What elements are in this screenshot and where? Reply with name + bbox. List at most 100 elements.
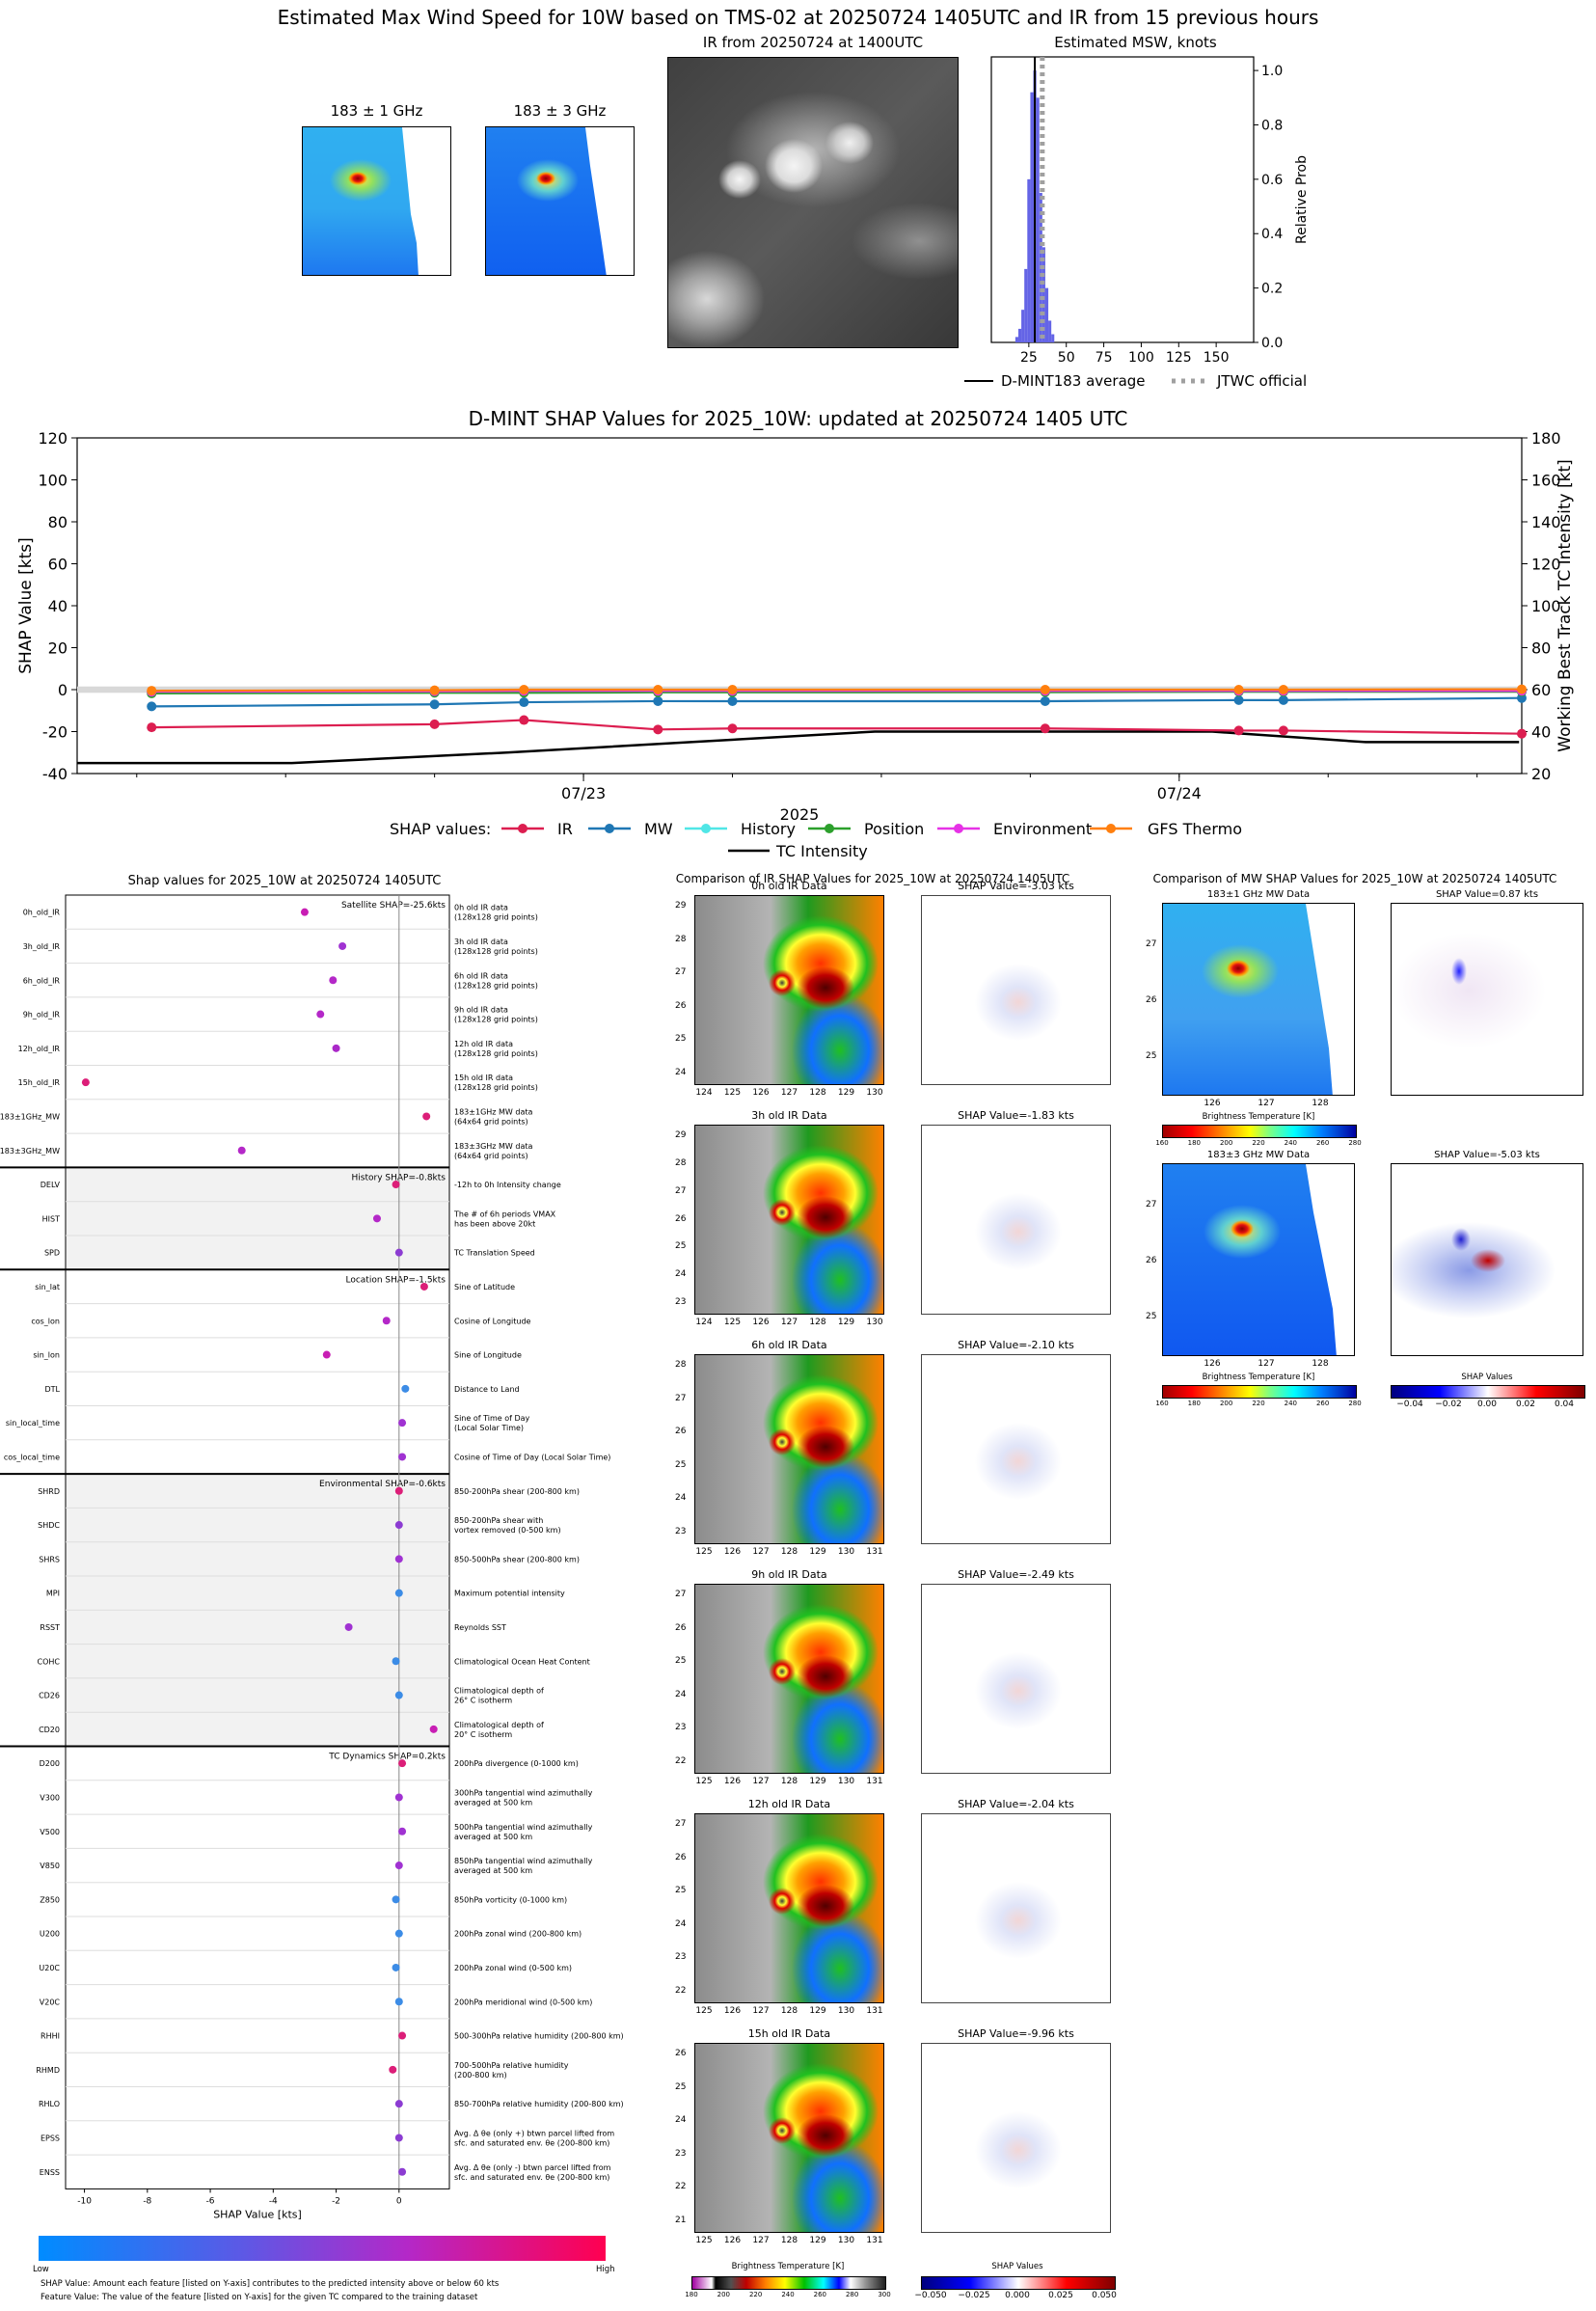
- mw-bt-colorbar-2: [1162, 1385, 1357, 1399]
- ir-xtick-label: 128: [780, 2236, 798, 2245]
- feature-dot: [394, 1486, 403, 1495]
- feature-desc: (200-800 km): [454, 2071, 507, 2080]
- series-point: [653, 695, 663, 706]
- feature-desc: averaged at 500 km: [454, 1833, 532, 1841]
- mw-ytick-label: 25: [1146, 1312, 1157, 1321]
- ir-xtick-label: 129: [837, 1318, 855, 1327]
- ir-panel-image: [694, 1813, 884, 2003]
- series-point: [1517, 728, 1527, 739]
- ir-ytick-label: 24: [675, 1269, 687, 1280]
- legend-position: Position: [864, 820, 925, 838]
- ir-shap-image: [921, 895, 1111, 1085]
- mw-bt-label-1: Brightness Temperature [K]: [1202, 1112, 1315, 1122]
- ir-shap-title: SHAP Value=-2.49 kts: [958, 1568, 1074, 1581]
- ir-ytick-label: 24: [675, 1068, 687, 1077]
- ir-shap-title: SHAP Value=-2.04 kts: [958, 1798, 1074, 1810]
- section-label: Environmental SHAP=-0.6kts: [319, 1480, 446, 1489]
- note-shap: SHAP Value: Amount each feature [listed …: [41, 2279, 500, 2289]
- ir-ytick-label: 25: [675, 2081, 687, 2092]
- ir-xtick-label: 131: [866, 2236, 883, 2245]
- series-point: [1233, 694, 1244, 705]
- ts-xtick-label: 07/23: [561, 784, 606, 802]
- ir-xtick-label: 129: [809, 2006, 826, 2016]
- feature-name: ENSS: [40, 2168, 60, 2177]
- mw-p2-title: 183±3 GHz MW Data: [1206, 1150, 1311, 1160]
- legend-gfs: GFS Thermo: [1148, 820, 1242, 838]
- mw-shap-tick: −0.02: [1435, 1400, 1462, 1409]
- hist-ytick-label: 0.6: [1261, 173, 1283, 188]
- ir-panel-title: 0h old IR Data: [751, 880, 827, 892]
- feature-desc: 850-700hPa relative humidity (200-800 km…: [454, 2100, 624, 2108]
- feature-desc: Climatological depth of: [454, 1687, 544, 1696]
- feature-name: HIST: [42, 1214, 60, 1223]
- feature-dot: [316, 1010, 325, 1019]
- ir-shap-label: SHAP Values: [991, 2262, 1043, 2271]
- feature-desc: Sine of Latitude: [454, 1283, 515, 1291]
- feature-name: SHRS: [39, 1555, 60, 1563]
- feature-desc: sfc. and saturated env. θe (200-800 km): [454, 2138, 609, 2147]
- ir-shap-title: SHAP Value=-3.03 kts: [958, 880, 1074, 892]
- hist-bar: [1024, 268, 1028, 342]
- feature-name: DELV: [41, 1181, 61, 1189]
- ir-ytick-label: 21: [675, 2216, 687, 2225]
- feature-dot: [398, 1827, 407, 1835]
- ir-ytick-label: 23: [675, 2148, 687, 2159]
- legend-environment: Environment: [993, 820, 1093, 838]
- ir-ytick-label: 23: [675, 1723, 687, 1733]
- hist-ytick-label: 0.8: [1261, 118, 1283, 133]
- feature-name: Z850: [40, 1895, 60, 1904]
- series-point: [519, 697, 529, 708]
- feature-desc: sfc. and saturated env. θe (200-800 km): [454, 2173, 609, 2182]
- hist-ytick-label: 0.4: [1261, 227, 1283, 242]
- ir-ytick-label: 27: [675, 1590, 687, 1599]
- ir-bt-label: Brightness Temperature [K]: [731, 2262, 845, 2271]
- ir-ytick-label: 24: [675, 1493, 687, 1504]
- legend-mark-dot: [954, 824, 963, 833]
- ir-ytick-label: 26: [675, 1213, 687, 1224]
- ir-xtick-label: 127: [752, 2236, 770, 2245]
- mw-ytick-label: 25: [1146, 1051, 1157, 1061]
- ir-ytick-label: 25: [675, 1886, 687, 1896]
- mw-bt-colorbar-1: [1162, 1125, 1357, 1138]
- mw-bt-tick: 220: [1252, 1400, 1265, 1407]
- ir-xtick-label: 128: [809, 1088, 826, 1098]
- ir-bt-tick: 260: [813, 2291, 827, 2298]
- ts-y2tick-label: 40: [1531, 723, 1551, 742]
- feature-dot: [81, 1078, 90, 1087]
- mw1-title: 183 ± 1 GHz: [330, 102, 423, 120]
- feature-dot: [398, 2031, 407, 2040]
- feature-name: cos_lon: [31, 1317, 60, 1325]
- hist-bar: [1048, 320, 1052, 342]
- feature-name: 9h_old_IR: [23, 1011, 61, 1020]
- feature-desc: (64x64 grid points): [454, 1117, 528, 1126]
- section-label: Satellite SHAP=-25.6kts: [341, 901, 446, 911]
- feature-desc: Avg. Δ θe (only -) btwn parcel lifted fr…: [454, 2163, 611, 2172]
- ir-ytick-label: 28: [675, 1157, 687, 1168]
- mw-xtick-label: 127: [1258, 1099, 1275, 1108]
- ir-ytick-label: 25: [675, 1656, 687, 1667]
- ir-ytick-label: 26: [675, 1852, 687, 1862]
- feature-desc: 20° C isotherm: [454, 1730, 512, 1739]
- feature-name: SHRD: [38, 1487, 60, 1496]
- ir-xtick-label: 131: [866, 1777, 883, 1786]
- ir-xtick-label: 127: [752, 1777, 770, 1786]
- ir-ytick-label: 29: [675, 901, 687, 911]
- feature-desc: 183±3GHz MW data: [454, 1142, 532, 1151]
- feature-dot: [300, 908, 309, 916]
- series-point: [429, 719, 440, 729]
- ir-xtick-label: 128: [809, 1318, 826, 1327]
- feature-name: RHMD: [36, 2066, 60, 2075]
- mw-ytick-label: 26: [1146, 1256, 1157, 1265]
- ts-ytick-label: -20: [42, 723, 68, 742]
- ts-y2tick-label: 20: [1531, 765, 1551, 783]
- ir-xtick-label: 125: [695, 2006, 713, 2016]
- series-point: [1233, 725, 1244, 736]
- ir-xtick-label: 130: [866, 1088, 883, 1098]
- ir-xtick-label: 127: [752, 2006, 770, 2016]
- hist-bar: [1017, 328, 1022, 342]
- ts-y2label: Working Best Track TC Intensity [kt]: [1555, 459, 1575, 752]
- ir-xtick-label: 130: [837, 2236, 855, 2245]
- series-point: [519, 685, 529, 694]
- feature-desc: 6h old IR data: [454, 971, 508, 980]
- ts-ytick-label: -40: [42, 765, 68, 783]
